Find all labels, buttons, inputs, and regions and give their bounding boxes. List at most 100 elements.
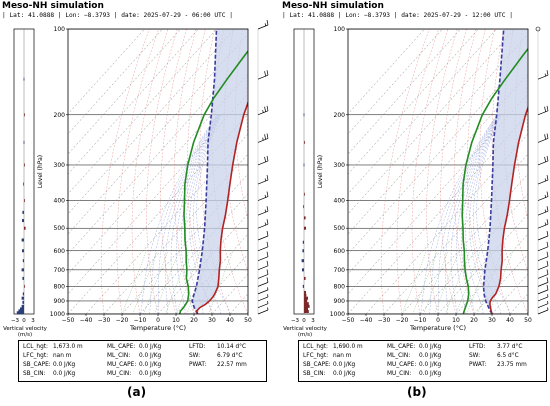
- mixing-ratio-line: [423, 250, 449, 314]
- stat-key: SB_CIN:: [303, 371, 326, 377]
- x-tick-label: 10: [172, 317, 180, 324]
- stat-value: 0.0 J/Kg: [419, 371, 442, 377]
- dry-adiabat: [268, 29, 270, 314]
- vv-bar: [24, 163, 25, 167]
- vv-bar: [22, 276, 24, 280]
- stat-value: 0.0 J/Kg: [139, 362, 162, 368]
- x-tick-label: 40: [226, 317, 234, 324]
- wind-barb: [257, 300, 269, 308]
- vv-axis-label: Vertical velocity (m/s): [280, 326, 330, 338]
- dry-adiabat: [116, 29, 159, 314]
- y-tick-label: 300: [54, 162, 66, 169]
- vv-bar: [16, 311, 24, 315]
- x-tick-label: −50: [62, 317, 75, 324]
- moist-adiabat: [180, 114, 220, 314]
- y-tick-label: 200: [334, 112, 346, 119]
- wind-barb: [537, 105, 549, 116]
- y-tick-label: 500: [54, 225, 66, 232]
- dry-adiabat: [426, 29, 458, 314]
- dry-adiabat: [146, 29, 178, 314]
- vv-bar: [303, 205, 304, 209]
- vv-axis-label: Vertical velocity (m/s): [0, 326, 50, 338]
- y-tick-label: 500: [334, 225, 346, 232]
- vv-bar: [304, 309, 309, 313]
- vv-bar: [304, 307, 308, 311]
- wind-barb: [537, 300, 549, 308]
- wind-barb: [537, 251, 549, 262]
- y-tick-label: 100: [334, 26, 346, 33]
- cin-shading: [192, 29, 248, 314]
- dry-adiabat: [526, 63, 528, 141]
- temperature-profile: [195, 100, 248, 314]
- plot-area: [348, 29, 550, 314]
- stat-value: 0.0 J/Kg: [419, 344, 442, 350]
- wind-barb: [257, 294, 269, 302]
- dry-adiabat: [538, 29, 550, 314]
- stat-key: PWAT:: [469, 362, 487, 368]
- vv-tick-label: 0: [22, 318, 26, 324]
- vv-label-line1: Vertical velocity: [283, 326, 327, 332]
- stat-value: 6.5 d°C: [497, 353, 519, 359]
- vv-bar: [22, 300, 24, 304]
- stat-key: SW:: [469, 353, 481, 359]
- stat-value: 1,673.0 m: [53, 344, 83, 350]
- stat-key: LFTD:: [189, 344, 206, 350]
- wind-barb: [537, 174, 549, 185]
- stats-box: LCL_hgt: 1,690.0 m LFC_hgt: nan m SB_CAPE: 0.…: [298, 340, 547, 382]
- stat-value: 23.75 mm: [497, 362, 527, 368]
- wind-barb: [537, 70, 549, 80]
- wind-barb: [257, 19, 269, 30]
- wind-barb: [257, 230, 269, 241]
- x-tick-label: −10: [414, 317, 427, 324]
- y-tick-label: 400: [334, 198, 346, 205]
- parcel-profile: [482, 29, 505, 314]
- moist-adiabat: [176, 114, 220, 314]
- wind-barb: [257, 133, 269, 143]
- isotherm: [527, 313, 528, 314]
- dry-adiabat: [100, 29, 150, 314]
- wind-barb: [257, 287, 269, 295]
- moist-adiabat: [170, 114, 219, 314]
- x-tick-label: −10: [134, 317, 147, 324]
- vv-bar: [22, 259, 24, 263]
- wind-barb: [537, 241, 549, 252]
- stat-key: MU_CAPE:: [107, 362, 137, 368]
- vv-bar: [303, 113, 305, 117]
- wind-barb: [257, 155, 269, 166]
- vv-bar: [24, 199, 25, 203]
- wind-barb: [537, 260, 549, 271]
- wind-barb: [537, 269, 549, 279]
- dry-adiabat: [396, 29, 439, 314]
- vv-bar: [21, 268, 24, 272]
- stat-value: 22.57 mm: [217, 362, 247, 368]
- stat-key: ML_CAPE:: [387, 344, 416, 350]
- x-tick-label: 30: [488, 317, 496, 324]
- stat-key: MU_CIN:: [107, 371, 132, 377]
- moist-adiabat: [437, 114, 498, 314]
- skewt-panel-a: Meso-NH simulation | Lat: 41.0888 | Lon:…: [0, 0, 270, 406]
- x-tick-label: 20: [470, 317, 478, 324]
- wind-barb: [537, 307, 549, 315]
- stat-key: SB_CAPE:: [23, 362, 51, 368]
- wind-barb: [537, 206, 549, 216]
- vv-bar: [303, 163, 305, 167]
- moist-adiabat: [164, 114, 219, 314]
- stat-value: nan m: [333, 353, 352, 359]
- wind-barb: [257, 206, 269, 216]
- stat-key: LCL_hgt:: [23, 344, 48, 350]
- dry-adiabat: [258, 29, 270, 314]
- x-tick-label: 40: [506, 317, 514, 324]
- vv-bar: [304, 296, 308, 300]
- wind-barb: [257, 307, 269, 315]
- stat-value: 0.0 J/Kg: [419, 353, 442, 359]
- vv-bar: [304, 290, 306, 294]
- x-tick-label: −20: [396, 317, 409, 324]
- stat-key: SW:: [189, 353, 201, 359]
- cin-shading: [483, 29, 528, 314]
- y-tick-label: 600: [334, 248, 346, 255]
- y-tick-label: 300: [334, 162, 346, 169]
- stat-key: ML_CAPE:: [107, 344, 136, 350]
- vv-bar: [304, 276, 306, 280]
